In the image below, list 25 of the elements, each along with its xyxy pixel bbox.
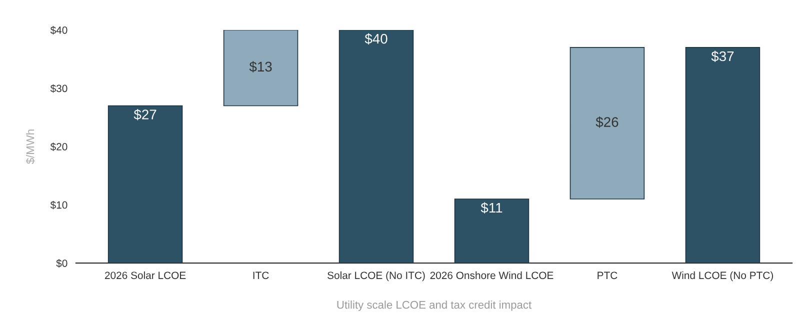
x-axis-title: Utility scale LCOE and tax credit impact xyxy=(337,300,532,311)
data-label: $26 xyxy=(596,116,618,128)
data-label: $13 xyxy=(249,61,272,72)
x-tick-label: 2026 Onshore Wind LCOE xyxy=(430,271,554,280)
x-tick-label: Solar LCOE (No ITC) xyxy=(328,271,425,282)
data-label: $11 xyxy=(480,202,502,214)
bar xyxy=(338,30,414,264)
bar xyxy=(108,105,183,264)
y-tick-label: $40 xyxy=(50,26,68,34)
x-tick-label: PTC xyxy=(598,272,618,280)
y-axis-title: $/MWh xyxy=(26,130,35,164)
y-tick-label: $0 xyxy=(56,259,68,268)
x-tick-label: Wind LCOE (No PTC) xyxy=(672,271,773,282)
y-tick-label: $10 xyxy=(50,200,68,210)
y-tick-label: $30 xyxy=(50,84,68,93)
x-tick-label: 2026 Solar LCOE xyxy=(104,271,186,280)
bar xyxy=(685,47,760,264)
data-label: $27 xyxy=(134,109,156,120)
bar xyxy=(454,198,530,264)
data-label: $40 xyxy=(364,33,388,45)
bar xyxy=(570,47,645,200)
data-label: $37 xyxy=(711,50,734,62)
bar xyxy=(223,30,298,106)
y-tick-label: $20 xyxy=(50,142,68,152)
x-tick-label: ITC xyxy=(253,272,269,280)
